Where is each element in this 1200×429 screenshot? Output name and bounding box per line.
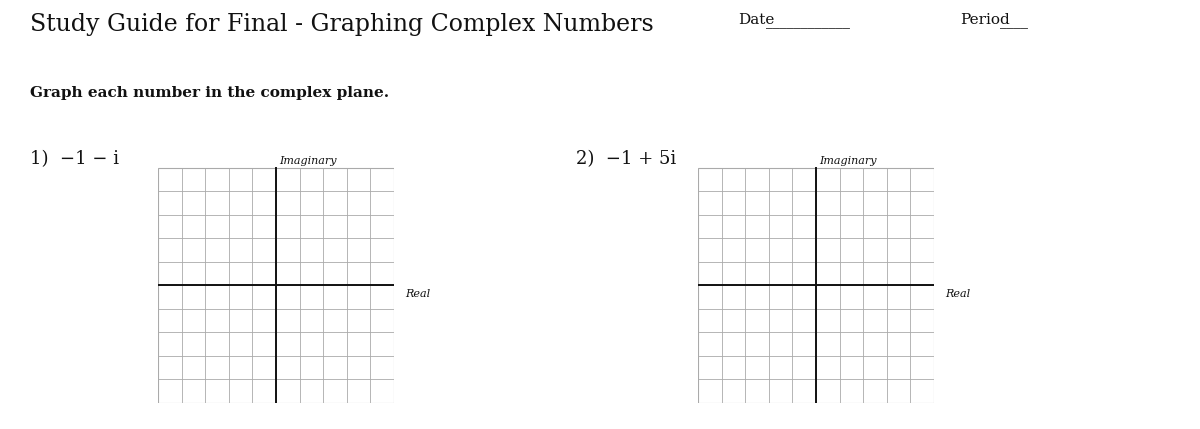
Text: ____: ____ (1000, 15, 1027, 29)
Text: Study Guide for Final - Graphing Complex Numbers: Study Guide for Final - Graphing Complex… (30, 13, 654, 36)
Text: Date: Date (738, 13, 774, 27)
Text: Imaginary: Imaginary (280, 156, 337, 166)
Text: 2)  −1 + 5i: 2) −1 + 5i (576, 150, 677, 168)
Text: Graph each number in the complex plane.: Graph each number in the complex plane. (30, 86, 389, 100)
Text: ____________: ____________ (766, 15, 850, 29)
Text: Real: Real (406, 289, 431, 299)
Text: Real: Real (946, 289, 971, 299)
Text: Imaginary: Imaginary (820, 156, 877, 166)
Text: Period: Period (960, 13, 1009, 27)
Text: 1)  −1 − i: 1) −1 − i (30, 150, 119, 168)
